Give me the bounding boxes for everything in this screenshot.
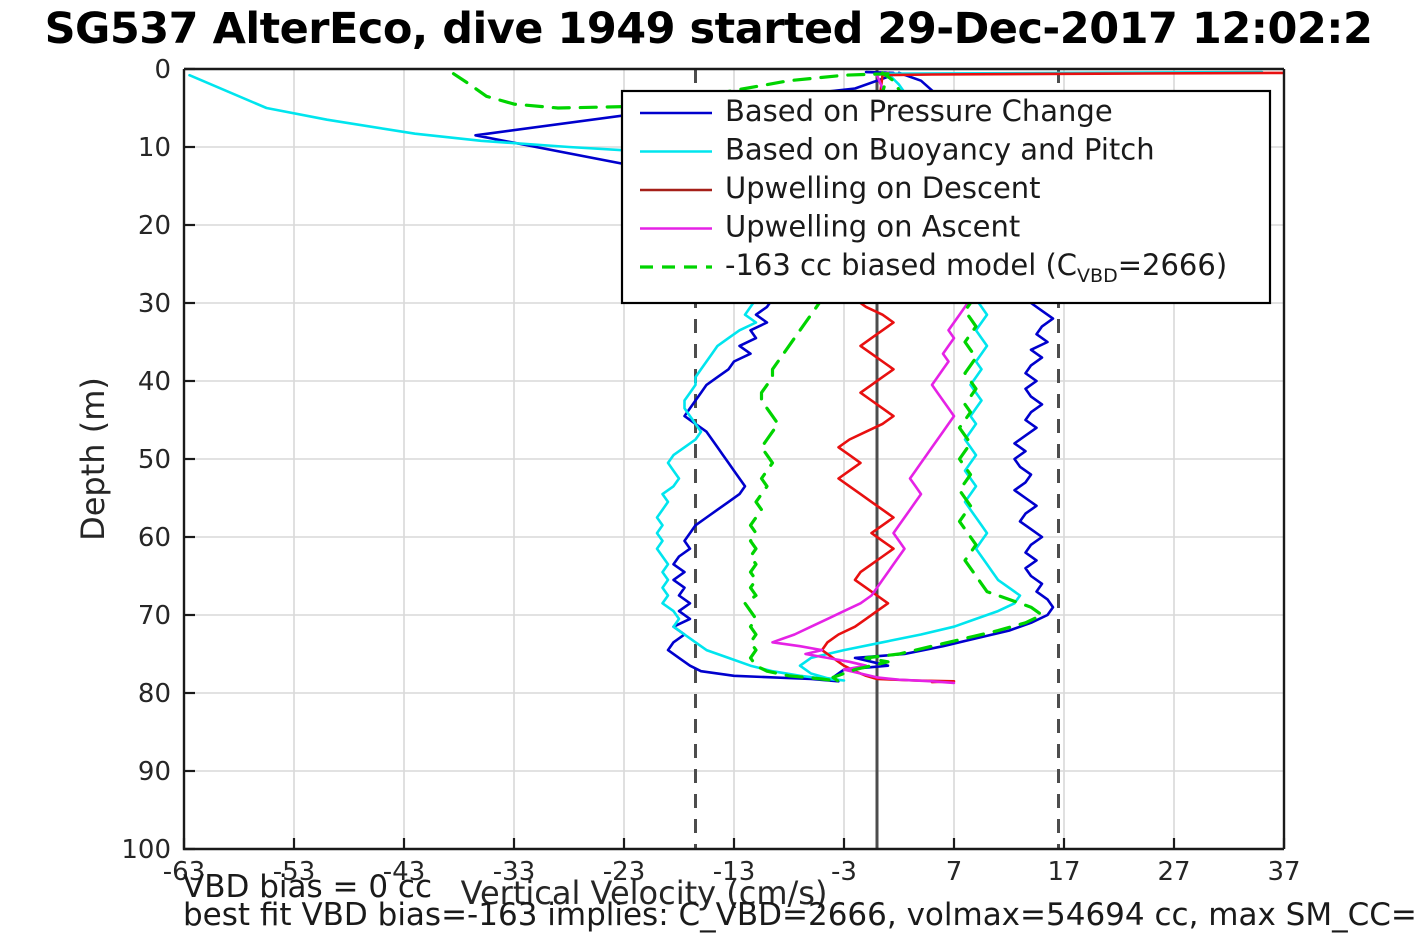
series-line-0 (474, 70, 1055, 683)
legend-box (620, 89, 1272, 305)
y-tick-label: 50 (138, 445, 171, 475)
axis-titles: Depth (m) Vertical Velocity (cm/s) (74, 377, 827, 912)
legend-label-3: Upwelling on Ascent (725, 210, 1020, 244)
x-tick-label: 27 (1157, 857, 1190, 887)
series-line-2 (820, 71, 1284, 684)
x-tick-label: -63 (163, 857, 205, 887)
x-tick-label: -43 (383, 857, 425, 887)
series-line-4 (451, 71, 1044, 683)
y-tick-label: 30 (138, 289, 171, 319)
legend-label-1: Based on Buoyancy and Pitch (725, 133, 1155, 167)
x-tick-label: 7 (946, 857, 963, 887)
axis-layer (182, 67, 1286, 851)
legend[interactable]: Based on Pressure Change Based on Buoyanc… (620, 89, 1272, 305)
y-tick-label: 40 (138, 367, 171, 397)
y-tick-label: 100 (121, 835, 171, 865)
series-line-3 (771, 71, 972, 685)
x-tick-label: -3 (831, 857, 857, 887)
series-line-1 (188, 70, 1264, 682)
legend-label-0: Based on Pressure Change (725, 94, 1113, 128)
y-tick-label: 0 (154, 55, 171, 85)
y-axis-title: Depth (m) (74, 377, 112, 541)
x-tick-label: -13 (713, 857, 755, 887)
x-tick-label: -33 (493, 857, 535, 887)
page-title: SG537 AlterEco, dive 1949 started 29-Dec… (44, 4, 1373, 54)
series-layer (188, 70, 1284, 685)
y-tick-label: 10 (138, 133, 171, 163)
x-tick-label: 37 (1267, 857, 1300, 887)
y-tick-label: 60 (138, 523, 171, 553)
y-tick-label: 70 (138, 601, 171, 631)
tick-labels: 0 10 20 30 40 50 60 70 80 90 100-63 -53 -43 -33 -23 -13… (121, 55, 1300, 887)
y-tick-label: 20 (138, 211, 171, 241)
x-tick-label: -23 (603, 857, 645, 887)
vbd-bias-note: VBD bias = 0 cc (183, 869, 432, 905)
legend-label-4: -163 cc biased model (CVBD=2666) (725, 248, 1227, 287)
x-tick-label: -53 (273, 857, 315, 887)
legend-label-2: Upwelling on Descent (725, 171, 1041, 205)
x-axis-title: Vertical Velocity (cm/s) (461, 874, 828, 912)
best-fit-note: best fit VBD bias=-163 implies: C_VBD=26… (183, 897, 1417, 933)
y-tick-label: 90 (138, 757, 171, 787)
x-tick-label: 17 (1047, 857, 1080, 887)
y-tick-label: 80 (138, 679, 171, 709)
